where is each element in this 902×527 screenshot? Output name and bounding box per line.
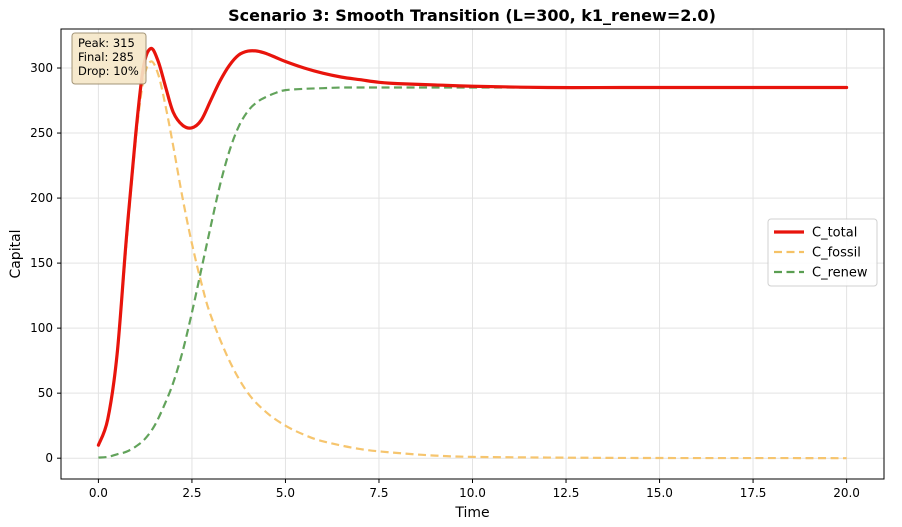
- y-tick-label: 300: [30, 61, 53, 75]
- legend: C_total C_fossil C_renew: [767, 218, 878, 287]
- x-tick-label: 15.0: [646, 486, 673, 500]
- legend-label-c-renew: C_renew: [812, 266, 868, 281]
- x-tick-label: 2.5: [182, 486, 201, 500]
- annotation-box: [71, 32, 147, 85]
- grid-lines: [61, 29, 884, 479]
- x-tick-label: 10.0: [459, 486, 486, 500]
- y-tick-label: 150: [30, 256, 53, 270]
- x-axis-label: Time: [454, 505, 489, 521]
- annotation-line: Drop: 10%: [78, 64, 139, 78]
- y-tick-label: 200: [30, 191, 53, 205]
- legend-label-c-total: C_total: [812, 226, 857, 241]
- legend-label-c-fossil: C_fossil: [812, 246, 861, 261]
- axis-ticks: 0.0 2.5 5.0 7.5 10.0 12.5 15.0 17.5 20.0 0 50 100 15…: [30, 61, 860, 500]
- x-tick-label: 17.5: [740, 486, 767, 500]
- y-tick-label: 50: [38, 386, 53, 400]
- annotation-line: Peak: 315: [78, 36, 135, 50]
- annotation-line: Final: 285: [78, 50, 134, 64]
- legend-box: [767, 218, 878, 287]
- x-tick-label: 0.0: [89, 486, 108, 500]
- x-tick-label: 5.0: [276, 486, 295, 500]
- y-tick-label: 100: [30, 321, 53, 335]
- y-axis-label: Capital: [8, 229, 24, 278]
- x-tick-label: 12.5: [553, 486, 580, 500]
- y-tick-label: 0: [45, 451, 53, 465]
- x-tick-label: 20.0: [833, 486, 860, 500]
- y-tick-label: 250: [30, 126, 53, 140]
- chart-title: Scenario 3: Smooth Transition (L=300, k1…: [228, 6, 716, 25]
- x-tick-label: 7.5: [369, 486, 388, 500]
